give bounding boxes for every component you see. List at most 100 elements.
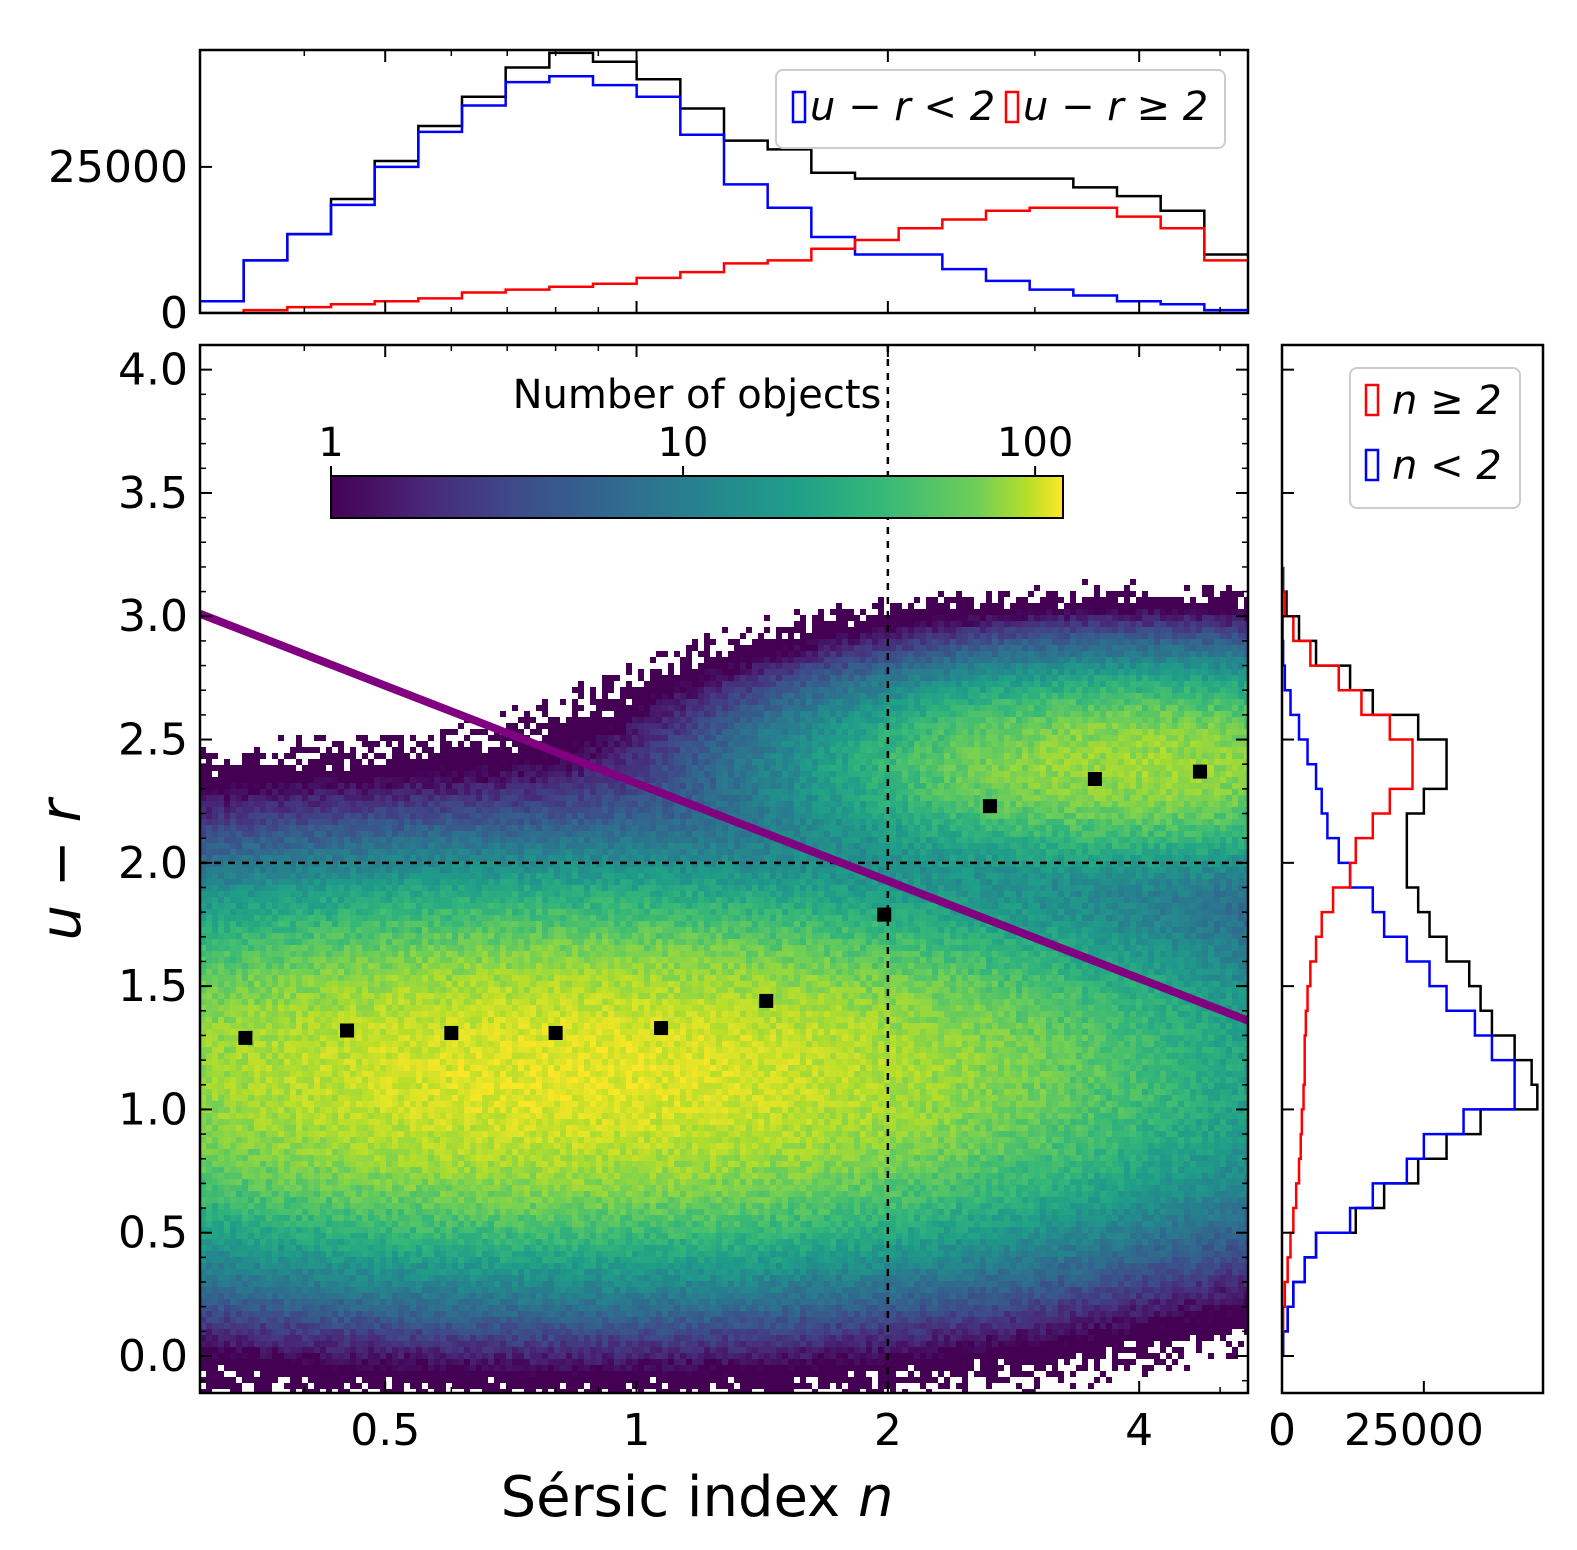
heatmap-cell <box>368 1029 374 1035</box>
heatmap-cell <box>356 1227 362 1233</box>
heatmap-cell <box>236 1251 242 1257</box>
heatmap-cell <box>326 1269 332 1275</box>
heatmap-cell <box>200 1089 206 1095</box>
heatmap-cell <box>470 951 476 957</box>
heatmap-cell <box>206 957 212 963</box>
heatmap-cell <box>284 1299 290 1305</box>
heatmap-cell <box>254 1329 260 1335</box>
heatmap-cell <box>332 831 338 837</box>
heatmap-cell <box>422 957 428 963</box>
heatmap-cell <box>416 795 422 801</box>
heatmap-cell <box>302 1317 308 1323</box>
heatmap-cell <box>200 1227 206 1233</box>
heatmap-cell <box>458 1371 464 1377</box>
heatmap-cell <box>260 963 266 969</box>
heatmap-cell <box>290 1281 296 1287</box>
heatmap-cell <box>386 849 392 855</box>
heatmap-cell <box>416 813 422 819</box>
heatmap-cell <box>284 1071 290 1077</box>
heatmap-cell <box>338 1119 344 1125</box>
heatmap-cell <box>362 903 368 909</box>
heatmap-cell <box>230 1149 236 1155</box>
heatmap-cell <box>350 1365 356 1371</box>
heatmap-cell <box>428 1059 434 1065</box>
heatmap-cell <box>338 1083 344 1089</box>
heatmap-cell <box>236 1293 242 1299</box>
heatmap-cell <box>296 1359 302 1365</box>
heatmap-cell <box>362 1287 368 1293</box>
heatmap-cell <box>458 993 464 999</box>
heatmap-cell <box>260 1023 266 1029</box>
heatmap-cell <box>218 999 224 1005</box>
heatmap-cell <box>278 1233 284 1239</box>
heatmap-cell <box>326 1215 332 1221</box>
heatmap-cell <box>380 867 386 873</box>
heatmap-cell <box>428 1125 434 1131</box>
heatmap-cell <box>242 1275 248 1281</box>
heatmap-cell <box>452 777 458 783</box>
heatmap-cell <box>212 1017 218 1023</box>
heatmap-cell <box>308 765 314 771</box>
heatmap-cell <box>218 1299 224 1305</box>
heatmap-cell <box>212 777 218 783</box>
heatmap-cell <box>392 789 398 795</box>
heatmap-cell <box>356 1335 362 1341</box>
heatmap-cell <box>476 1101 482 1107</box>
heatmap-cell <box>218 1167 224 1173</box>
heatmap-cell <box>344 789 350 795</box>
heatmap-cell <box>422 1083 428 1089</box>
heatmap-cell <box>332 1089 338 1095</box>
heatmap-cell <box>440 1335 446 1341</box>
heatmap-cell <box>272 885 278 891</box>
heatmap-cell <box>428 1065 434 1071</box>
heatmap-cell <box>458 1329 464 1335</box>
heatmap-cell <box>446 1293 452 1299</box>
heatmap-cell <box>440 789 446 795</box>
heatmap-cell <box>230 1197 236 1203</box>
heatmap-cell <box>236 1023 242 1029</box>
heatmap-cell <box>350 1113 356 1119</box>
heatmap-cell <box>470 729 476 735</box>
heatmap-cell <box>332 885 338 891</box>
heatmap-cell <box>224 1131 230 1137</box>
heatmap-cell <box>368 909 374 915</box>
heatmap-cell <box>272 1377 278 1383</box>
heatmap-cell <box>362 1317 368 1323</box>
heatmap-cell <box>326 987 332 993</box>
heatmap-cell <box>416 1161 422 1167</box>
heatmap-cell <box>374 1203 380 1209</box>
heatmap-cell <box>356 1143 362 1149</box>
heatmap-cell <box>398 993 404 999</box>
heatmap-cell <box>446 1041 452 1047</box>
heatmap-cell <box>236 1083 242 1089</box>
heatmap-cell <box>350 1227 356 1233</box>
heatmap-cell <box>386 807 392 813</box>
heatmap-cell <box>392 753 398 759</box>
heatmap-cell <box>374 861 380 867</box>
heatmap-cell <box>218 1323 224 1329</box>
heatmap-cell <box>452 771 458 777</box>
heatmap-cell <box>398 1239 404 1245</box>
heatmap-cell <box>362 795 368 801</box>
heatmap-cell <box>422 897 428 903</box>
heatmap-cell <box>230 1353 236 1359</box>
heatmap-cell <box>320 891 326 897</box>
heatmap-cell <box>260 1311 266 1317</box>
heatmap-cell <box>416 1227 422 1233</box>
heatmap-cell <box>254 1137 260 1143</box>
heatmap-cell <box>224 1005 230 1011</box>
heatmap-cell <box>206 1041 212 1047</box>
heatmap-cell <box>290 801 296 807</box>
heatmap-cell <box>434 1347 440 1353</box>
heatmap-cell <box>248 1149 254 1155</box>
heatmap-cell <box>428 951 434 957</box>
heatmap-cell <box>422 1293 428 1299</box>
heatmap-cell <box>368 1371 374 1377</box>
heatmap-cell <box>302 1359 308 1365</box>
heatmap-cell <box>410 1281 416 1287</box>
heatmap-cell <box>440 1257 446 1263</box>
heatmap-cell <box>464 1017 470 1023</box>
heatmap-cell <box>332 1377 338 1383</box>
heatmap-cell <box>254 849 260 855</box>
heatmap-cell <box>434 1275 440 1281</box>
